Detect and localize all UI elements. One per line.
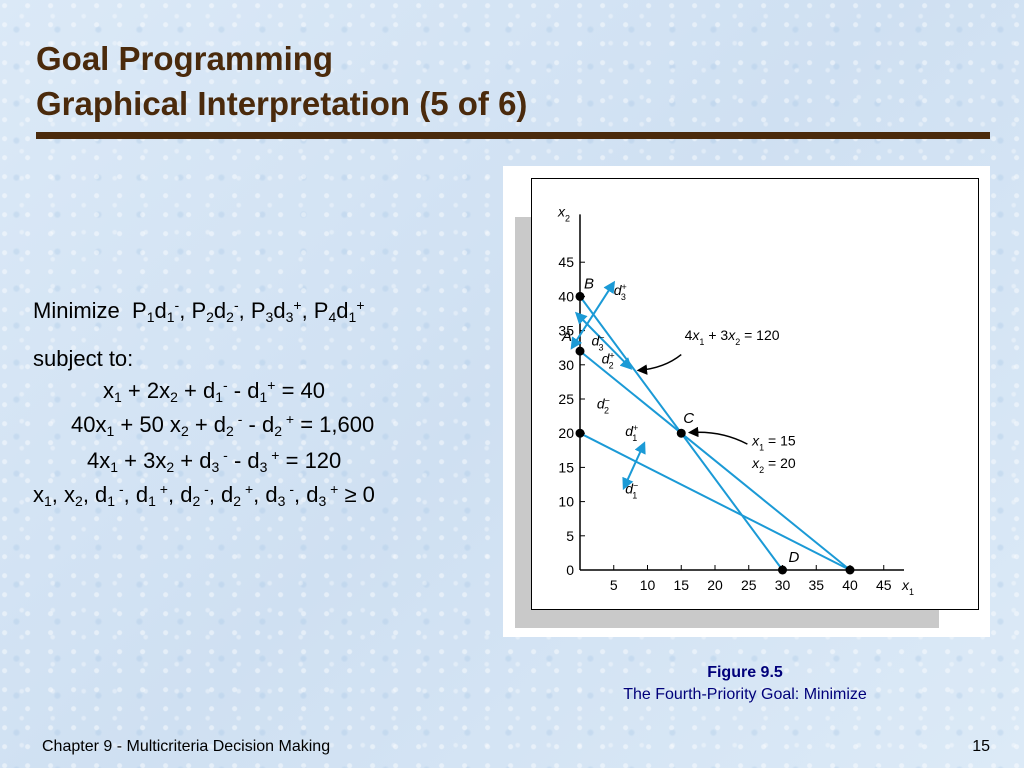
title-divider (36, 132, 990, 139)
title-line-2: Graphical Interpretation (5 of 6) (36, 85, 528, 122)
y-tick-label: 0 (566, 562, 574, 578)
x-tick-label: 15 (673, 577, 689, 593)
corner-point (575, 428, 585, 438)
corner-point (845, 565, 855, 575)
constraint-2: 40x1 + 50 x2 + d2 - - d2 + = 1,600 (71, 411, 375, 439)
constraint-line (579, 432, 851, 571)
plot-frame (531, 178, 979, 610)
y-tick-label: 45 (558, 254, 574, 270)
corner-point (575, 346, 585, 356)
point-c-x1: x1 = 15 (751, 433, 796, 453)
corner-point (676, 428, 686, 438)
point-label-b: B (584, 275, 594, 292)
equation-label: 4x1 + 3x2 = 120 (685, 327, 780, 347)
label-d2-plus: d+ 2 (602, 350, 615, 370)
title-line-1: Goal Programming (36, 40, 334, 77)
slide-title: Goal Programming Graphical Interpretatio… (36, 36, 527, 126)
y-tick-label: 40 (558, 288, 574, 304)
x-tick-label: 45 (876, 577, 892, 593)
equation-callout-arrow (636, 353, 682, 375)
y-tick-label: 15 (558, 459, 574, 475)
figure-caption: Figure 9.5 The Fourth-Priority Goal: Min… (560, 662, 930, 706)
label-d1-plus: d+ 1 (625, 423, 638, 443)
label-d2-minus: d− 2 (597, 396, 610, 416)
y-tick-label: 10 (558, 494, 574, 510)
corner-point (575, 291, 585, 301)
footer-page-number: 15 (972, 738, 990, 755)
x-tick-label: 40 (842, 577, 858, 593)
subject-to-label: subject to: (33, 346, 134, 371)
x-tick-label: 5 (610, 577, 618, 593)
figure-number: Figure 9.5 (707, 664, 783, 681)
y-tick-label: 25 (558, 391, 574, 407)
x-tick-label: 35 (808, 577, 824, 593)
d1-arrow (622, 441, 646, 491)
x-tick-label: 25 (741, 577, 757, 593)
point-c-x2: x2 = 20 (751, 455, 796, 475)
nonnegativity: x1, x2, d1 -, d1 +, d2 -, d2 +, d3 -, d3… (33, 481, 375, 509)
figure-description: The Fourth-Priority Goal: Minimize (623, 686, 867, 703)
point-c-callout-arrow (687, 426, 748, 445)
y-tick-label: 5 (566, 528, 574, 544)
constraint-line (579, 350, 851, 571)
d2-arrow (574, 311, 633, 370)
x-tick-label: 20 (707, 577, 723, 593)
point-label-a: A (561, 328, 572, 345)
label-d1-minus: d− 1 (625, 480, 638, 500)
objective-prefix: Minimize (33, 298, 120, 323)
x-tick-label: 10 (640, 577, 656, 593)
constraint-3: 4x1 + 3x2 + d3 - - d3 + = 120 (87, 447, 342, 475)
y-axis-title: x2 (557, 203, 570, 223)
footer-chapter: Chapter 9 - Multicriteria Decision Makin… (42, 738, 331, 755)
corner-point (778, 565, 787, 575)
x-tick-label: 30 (775, 577, 791, 593)
y-tick-label: 35 (558, 323, 574, 339)
y-tick-label: 30 (558, 357, 574, 373)
label-d3-plus: d+ 3 (614, 282, 627, 302)
y-tick-label: 20 (558, 425, 574, 441)
objective-function: Minimize P1d1-, P2d2-, P3d3+, P4d1+ (33, 297, 365, 325)
label-d3-minus: d− 3 (591, 333, 604, 353)
ge-zero: ≥ 0 (344, 482, 375, 507)
x-axis-title: x1 (901, 577, 914, 597)
point-label-c: C (683, 410, 694, 427)
point-label-d: D (789, 549, 800, 566)
constraint-1: x1 + 2x2 + d1- - d1+ = 40 (103, 377, 326, 405)
